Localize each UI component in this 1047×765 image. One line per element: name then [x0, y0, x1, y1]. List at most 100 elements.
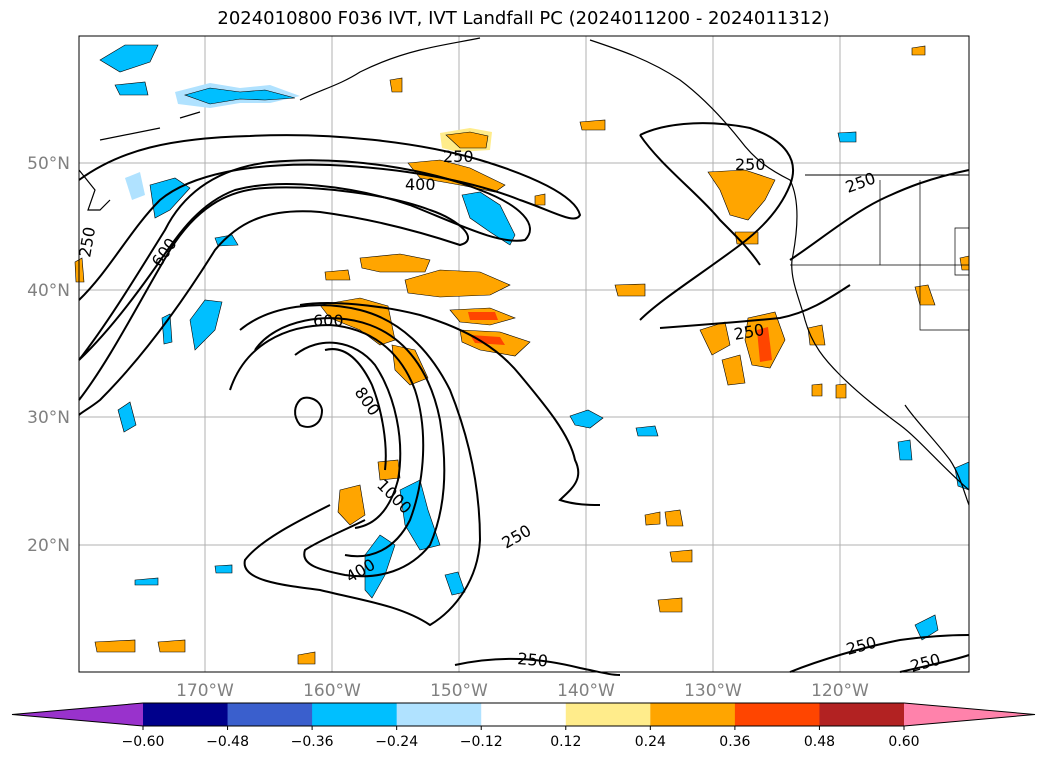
lat-label-40n: 40°N [27, 281, 70, 301]
pos-patch [468, 312, 498, 320]
pos-patch [664, 509, 684, 527]
neg-patch [125, 172, 145, 200]
neg-patch [897, 439, 913, 461]
colorbar-tick-label: −0.24 [375, 734, 418, 750]
colorbar-segment [143, 703, 229, 726]
pos-patch [389, 77, 403, 93]
pos-patch [157, 639, 186, 653]
pos-patch [377, 459, 401, 481]
lon-label-160w: 160°W [303, 681, 361, 701]
neg-patch [444, 571, 466, 596]
pc-shading [74, 44, 970, 665]
plot-area [79, 36, 969, 672]
contour-label-250-a: 250 [443, 147, 474, 166]
neg-patch [184, 87, 296, 105]
colorbar-tick-label: 0.12 [550, 734, 581, 750]
colorbar-tick-label: 0.60 [888, 734, 919, 750]
contour-label-250-g: 250 [517, 649, 549, 671]
baja-coast [904, 404, 970, 506]
neg-patch [99, 44, 159, 73]
lon-label-120w: 120°W [811, 681, 869, 701]
map-title: 2024010800 F036 IVT, IVT Landfall PC (20… [217, 8, 830, 29]
pos-patch [811, 383, 823, 397]
pos-patch [959, 255, 970, 271]
neg-patch [364, 534, 396, 599]
colorbar-segment [734, 703, 820, 726]
north-america-west-coast [589, 39, 970, 491]
alaska-coast [299, 37, 481, 101]
neg-patch [161, 313, 173, 345]
colorbar-tick-label: 0.24 [635, 734, 666, 750]
pos-patch [721, 354, 746, 386]
ivt-contour-1000 [324, 348, 387, 471]
neg-patch [837, 131, 857, 143]
ivt-contour-600-south [229, 323, 425, 558]
ivt-contour-400-south [254, 317, 446, 578]
colorbar-segment [650, 703, 736, 726]
colorbar-segment [312, 703, 398, 726]
lat-label-30n: 30°N [27, 408, 70, 428]
pos-patch [644, 511, 661, 526]
colorbar-tick-label: 0.36 [719, 734, 750, 750]
lon-label-140w: 140°W [557, 681, 615, 701]
state-borders [790, 180, 970, 331]
colorbar-segment [396, 703, 482, 726]
colorbar-extend-high [904, 703, 1035, 726]
ivt-contour-400 [78, 159, 531, 361]
colorbar-tick-label: −0.60 [122, 734, 165, 750]
plot-frame [78, 35, 970, 673]
pos-patch [911, 45, 926, 56]
pos-patch [669, 549, 693, 563]
colorbar-segment [565, 703, 651, 726]
pos-patch [324, 269, 351, 281]
lon-label-170w: 170°W [176, 681, 234, 701]
ivt-contour-250-central [299, 302, 601, 506]
pos-patch [757, 327, 772, 362]
pos-patch [359, 253, 431, 273]
contour-label-400-a: 400 [405, 175, 436, 194]
ivt-contours [78, 122, 970, 676]
contour-label-250-e: 250 [735, 155, 766, 174]
neg-patch [114, 81, 149, 96]
lat-label-20n: 20°N [27, 536, 70, 556]
colorbar: −0.60 −0.48 −0.36 −0.24 −0.12 0.12 0.24 0.36 0.4… [11, 702, 1036, 750]
ivt-contour-600 [78, 186, 469, 416]
colorbar-segment [481, 703, 567, 726]
neg-patch [635, 425, 659, 437]
lon-label-150w: 150°W [430, 681, 488, 701]
colorbar-segment [227, 703, 313, 726]
kamchatka-coast [78, 169, 111, 211]
ivt-contour-250-bottom [454, 657, 621, 676]
colorbar-tick-label: 0.48 [804, 734, 835, 750]
pos-patch [94, 639, 136, 653]
pos-patch [534, 193, 546, 206]
neg-patch [569, 409, 604, 429]
neg-patch [117, 401, 137, 433]
ivt-contour-250 [78, 134, 582, 301]
colorbar-segment [819, 703, 905, 726]
lon-labels: 170°W 160°W 150°W 140°W 130°W 120°W [176, 681, 869, 701]
aleutian-islands [99, 111, 201, 141]
lat-labels: 50°N 40°N 30°N 20°N [27, 154, 70, 556]
neg-patch [134, 577, 159, 586]
pos-patch [579, 119, 606, 131]
colorbar-tick-label: −0.36 [291, 734, 334, 750]
pos-patch [470, 335, 505, 345]
neg-patch [189, 299, 223, 351]
lat-label-50n: 50°N [27, 154, 70, 174]
pos-patch [404, 269, 511, 298]
pos-patch [391, 344, 429, 386]
coastlines [78, 37, 970, 506]
pos-patch [337, 484, 366, 526]
ivt-contour-250-south [239, 304, 482, 627]
pos-patch [407, 159, 506, 193]
neg-patch [914, 614, 939, 641]
colorbar-tick-label: −0.48 [206, 734, 249, 750]
pos-patch [699, 321, 731, 356]
ivt-contour-800 [294, 341, 402, 529]
pos-patch [614, 283, 646, 297]
ivt-contour-closed [294, 396, 324, 428]
lon-label-130w: 130°W [684, 681, 742, 701]
pos-patch [657, 597, 683, 613]
